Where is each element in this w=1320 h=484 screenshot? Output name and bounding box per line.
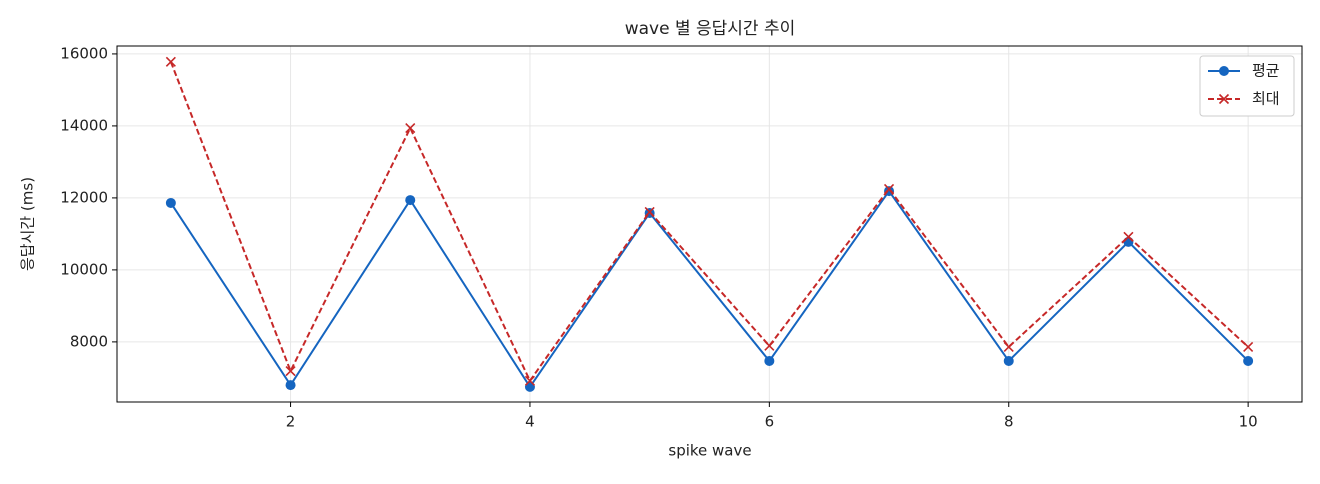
marker bbox=[165, 56, 176, 67]
marker bbox=[1123, 231, 1134, 242]
x-tick-label: 2 bbox=[286, 413, 296, 431]
x-axis-label: spike wave bbox=[668, 442, 751, 460]
legend-marker bbox=[1219, 66, 1229, 76]
marker bbox=[405, 195, 416, 206]
marker bbox=[644, 206, 655, 218]
x-tick-label: 10 bbox=[1239, 413, 1258, 431]
y-axis-label: 응답시간 (ms) bbox=[19, 177, 37, 271]
marker bbox=[1243, 355, 1254, 366]
marker bbox=[764, 340, 775, 351]
marker bbox=[405, 123, 416, 134]
plot-frame bbox=[116, 45, 1303, 403]
x-tick-label: 6 bbox=[765, 413, 775, 431]
marker bbox=[285, 365, 296, 377]
series-line bbox=[169, 61, 1249, 383]
legend-box bbox=[1199, 55, 1295, 117]
marker bbox=[883, 183, 895, 194]
marker bbox=[1243, 341, 1254, 352]
marker bbox=[764, 355, 775, 366]
y-tick-label: 16000 bbox=[60, 44, 108, 62]
legend-label: 평균 bbox=[1252, 62, 1280, 80]
chart-title: wave 별 응답시간 추이 bbox=[625, 19, 796, 39]
y-tick-label: 14000 bbox=[60, 116, 108, 134]
marker bbox=[285, 380, 296, 391]
y-tick-label: 10000 bbox=[60, 260, 108, 278]
marker bbox=[165, 197, 176, 208]
grid bbox=[117, 46, 1302, 402]
y-tick-label: 8000 bbox=[70, 332, 108, 350]
legend-marker bbox=[1218, 93, 1230, 105]
marker bbox=[524, 375, 536, 386]
marker bbox=[1123, 236, 1134, 247]
marker bbox=[1003, 341, 1014, 352]
legend-label: 최대 bbox=[1252, 90, 1280, 108]
x-tick-label: 8 bbox=[1004, 413, 1014, 431]
series-line bbox=[170, 189, 1249, 389]
marker bbox=[1003, 355, 1014, 366]
x-tick-label: 4 bbox=[525, 413, 535, 431]
y-tick-label: 12000 bbox=[60, 188, 108, 206]
